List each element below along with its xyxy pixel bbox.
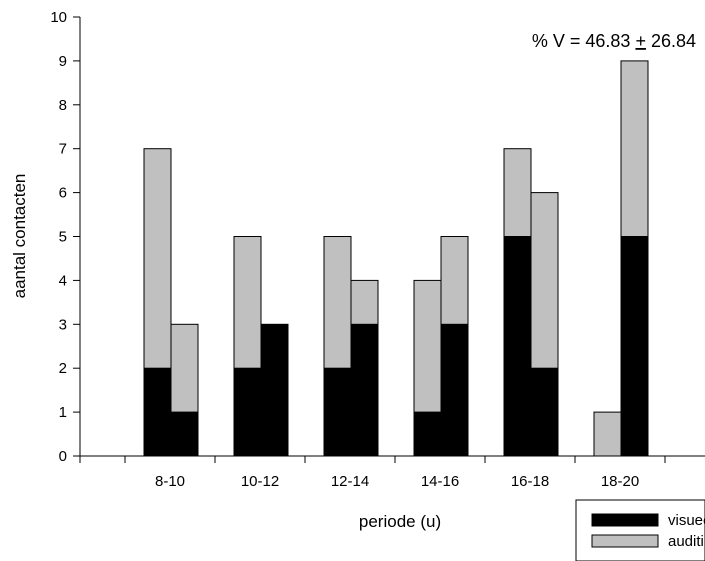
- bar-visueel-18-20-2: [620, 236, 649, 457]
- x-tick-label: 12-14: [331, 473, 369, 490]
- y-tick-label: 5: [59, 229, 67, 246]
- annotation-prefix: % V = 46.83: [532, 31, 636, 51]
- y-tick-label: 2: [59, 360, 67, 377]
- annotation-suffix: 26.84: [646, 31, 696, 51]
- y-axis-title: aantal contacten: [10, 174, 29, 299]
- bar-visueel-12-14-2: [350, 323, 379, 457]
- bar-auditief-12-14-1: [323, 236, 352, 369]
- bar-visueel-8-10-2: [170, 411, 199, 457]
- y-tick-labels: 0 1 2 3 4 5 6 7 8 9 10: [50, 9, 67, 465]
- x-tick-label: 14-16: [421, 473, 459, 490]
- y-tick-label: 3: [59, 316, 67, 333]
- y-tick-label: 0: [59, 448, 67, 465]
- x-tick-label: 18-20: [601, 473, 639, 490]
- legend-box: [575, 499, 705, 561]
- tick-marks: [73, 16, 666, 463]
- axes: [79, 17, 705, 457]
- y-tick-label: 10: [50, 9, 67, 26]
- bar-visueel-14-16-2: [440, 323, 469, 457]
- bar-auditief-18-20-1: [593, 411, 622, 457]
- y-tick-label: 1: [59, 404, 67, 421]
- bar-auditief-14-16-1: [413, 279, 442, 413]
- bar-auditief-8-10-2: [170, 323, 199, 413]
- annotation-plusminus: +: [635, 31, 646, 51]
- legend-swatch-auditief: [591, 534, 659, 548]
- bar-visueel-12-14-1: [323, 367, 352, 457]
- x-axis-title: periode (u): [359, 512, 441, 531]
- bars: [143, 60, 649, 457]
- bar-visueel-8-10-1: [143, 367, 172, 457]
- legend-label-visueel: visueel: [668, 512, 705, 529]
- annotation-text: % V = 46.83 + 26.84: [532, 31, 696, 51]
- x-tick-label: 10-12: [241, 473, 279, 490]
- bar-auditief-8-10-1: [143, 148, 172, 369]
- x-tick-label: 8-10: [155, 473, 185, 490]
- legend-swatch-visueel: [591, 513, 659, 527]
- y-tick-label: 9: [59, 53, 67, 70]
- bar-auditief-12-14-2: [350, 279, 379, 325]
- x-tick-labels: 8-10 10-12 12-14 14-16 16-18 18-20: [155, 473, 639, 490]
- y-tick-label: 4: [59, 272, 67, 289]
- y-tick-label: 7: [59, 141, 67, 158]
- x-tick-label: 16-18: [511, 473, 549, 490]
- bar-auditief-16-18-2: [530, 192, 559, 369]
- bar-visueel-16-18-1: [503, 236, 532, 457]
- bar-auditief-18-20-2: [620, 60, 649, 238]
- legend: visueel auditief: [575, 499, 705, 561]
- y-tick-label: 8: [59, 97, 67, 114]
- bar-auditief-10-12-1: [233, 236, 262, 369]
- y-tick-label: 6: [59, 185, 67, 202]
- bar-visueel-10-12-1: [233, 367, 262, 457]
- legend-label-auditief: auditief: [668, 533, 705, 550]
- bar-visueel-16-18-2: [530, 367, 559, 457]
- bar-visueel-10-12-2: [260, 323, 289, 457]
- bar-auditief-16-18-1: [503, 148, 532, 237]
- bar-visueel-14-16-1: [413, 411, 442, 457]
- bar-auditief-14-16-2: [440, 236, 469, 325]
